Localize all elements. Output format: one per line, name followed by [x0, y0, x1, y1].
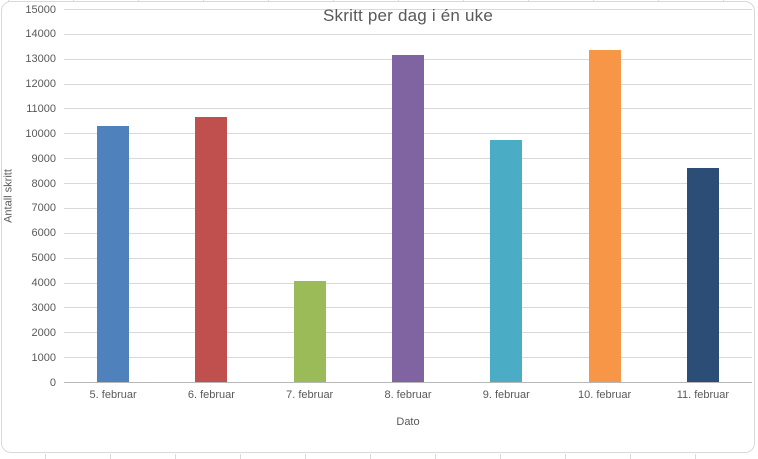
cell-gridline [110, 454, 111, 459]
bar-7-februar[interactable] [293, 280, 326, 382]
y-tick-label: 2000 [31, 326, 56, 339]
bar-5-februar[interactable] [97, 125, 130, 382]
cell-gridline [630, 454, 631, 459]
cell-gridline [175, 454, 176, 459]
cell-gridline [500, 454, 501, 459]
chart-title[interactable]: Skritt per dag i én uke [323, 6, 493, 25]
cell-gridline [435, 454, 436, 459]
y-tick-label: 1000 [31, 351, 56, 364]
y-tick-label: 8000 [31, 177, 56, 190]
y-tick-label: 14000 [25, 28, 56, 41]
x-tick-label: 7. februar [286, 389, 334, 401]
y-tick-label: 12000 [25, 78, 56, 91]
x-tick-label: 6. februar [187, 389, 235, 401]
x-tick-label: 11. februar [676, 389, 730, 401]
y-tick-label: 13000 [25, 53, 56, 66]
y-tick-label: 7000 [31, 202, 56, 215]
y-gridline [64, 9, 752, 10]
cell-gridline [370, 454, 371, 459]
x-tick-label: 8. februar [384, 389, 432, 401]
bar-9-februar[interactable] [490, 140, 523, 382]
cell-gridline [695, 454, 696, 459]
y-tick-label: 0 [49, 376, 56, 389]
y-tick-label: 4000 [31, 277, 56, 290]
x-axis-line [64, 382, 752, 383]
y-tick-label: 5000 [31, 252, 56, 265]
cell-gridline [240, 454, 241, 459]
cell-gridline [45, 454, 46, 459]
y-gridline [64, 33, 752, 35]
bar-10-februar[interactable] [588, 50, 621, 382]
cell-gridline [565, 454, 566, 459]
bar-11-februar[interactable] [686, 168, 719, 382]
x-tick-label: 5. februar [89, 389, 137, 401]
y-tick-label: 6000 [31, 227, 56, 240]
cell-gridline [305, 454, 306, 459]
y-tick-label: 15000 [25, 3, 56, 16]
x-tick-label: 9. februar [482, 389, 530, 401]
y-tick-label: 3000 [31, 301, 56, 314]
x-tick-label: 10. februar [577, 389, 632, 401]
bar-6-februar[interactable] [195, 116, 228, 382]
y-tick-label: 9000 [31, 152, 56, 165]
bar-8-februar[interactable] [392, 55, 424, 382]
y-tick-label: 11000 [26, 102, 56, 115]
x-axis-title[interactable]: Dato [396, 416, 420, 428]
y-tick-label: 10000 [25, 127, 56, 140]
